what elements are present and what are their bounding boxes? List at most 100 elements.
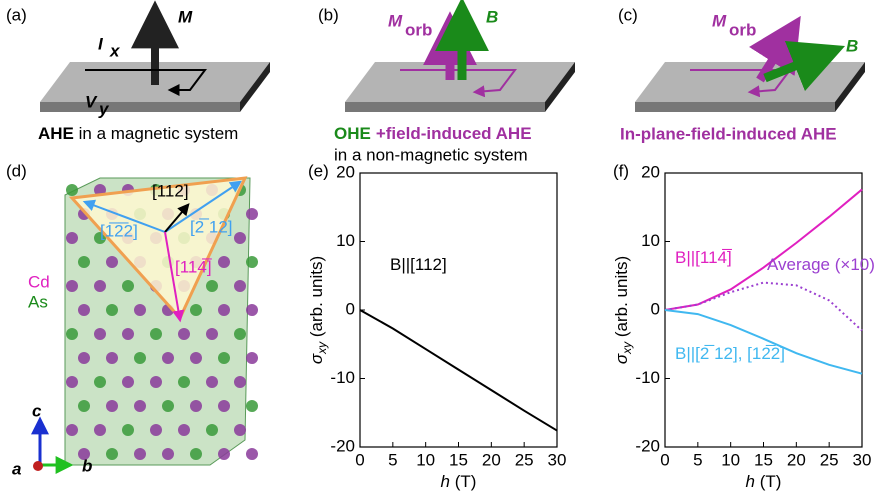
chart: (e)051015202530-20-1001020h (T)σxy (arb.…: [307, 161, 566, 491]
atom: [190, 352, 202, 364]
atom: [106, 352, 118, 364]
atom: [66, 232, 78, 244]
atom: [234, 424, 246, 436]
v-sub: y: [98, 99, 110, 118]
axis-a-label: a: [12, 459, 21, 478]
y-tick-label: -20: [635, 436, 660, 455]
atom: [190, 448, 202, 460]
atom: [246, 448, 258, 460]
chart: (f)051015202530-20-1001020h (T)σxy (arb.…: [612, 161, 874, 491]
dir: [114̅]: [175, 257, 212, 276]
atom: [246, 208, 258, 220]
atom: [66, 328, 78, 340]
atom: [218, 304, 230, 316]
atom: [162, 400, 174, 412]
x-tick-label: 0: [355, 450, 364, 469]
b: B: [486, 7, 498, 26]
series-line: [665, 283, 862, 331]
x-tick-label: 0: [660, 450, 669, 469]
atom: [78, 352, 90, 364]
atom: [178, 376, 190, 388]
y-tick-label: -20: [330, 436, 355, 455]
atom: [178, 328, 190, 340]
caption-line2: in a non-magnetic system: [334, 145, 528, 164]
annotation: B||[112]: [390, 255, 447, 274]
i: I: [98, 34, 104, 53]
x-tick-label: 30: [548, 450, 567, 469]
dir: [2̅ 12]: [190, 217, 233, 236]
series-label: Average (×10): [767, 255, 875, 274]
atom: [66, 184, 78, 196]
caption: In-plane-field-induced AHE: [620, 124, 837, 143]
atom: [122, 424, 134, 436]
panel-c: (c) M orb B In-plane-field-induced AHE: [618, 5, 865, 143]
atom: [206, 376, 218, 388]
atom: [218, 400, 230, 412]
atom: [134, 352, 146, 364]
x-label-unit: (T): [450, 472, 476, 491]
atom: [162, 448, 174, 460]
atom: [234, 376, 246, 388]
x-tick-label: 25: [820, 450, 839, 469]
atom: [106, 448, 118, 460]
x-tick-label: 15: [754, 450, 773, 469]
atom: [234, 328, 246, 340]
morb: M: [712, 11, 727, 30]
slab-side: [635, 102, 835, 112]
y-tick-label: 0: [346, 299, 355, 318]
caption: AHE in a magnetic system: [38, 124, 238, 143]
panel-label: (e): [308, 161, 329, 180]
cd-label: Cd: [28, 272, 50, 291]
series-label: B||[114̅]: [675, 248, 732, 267]
panel-label: (b): [318, 5, 339, 24]
atom: [106, 256, 118, 268]
atom: [78, 304, 90, 316]
atom: [94, 328, 106, 340]
atom: [218, 352, 230, 364]
atom: [122, 328, 134, 340]
slab-side: [40, 102, 240, 112]
x-label-var: h: [746, 472, 755, 491]
panel-label: (a): [6, 5, 27, 24]
atom: [134, 448, 146, 460]
i-sub: x: [109, 41, 121, 60]
axis-c-label: c: [32, 401, 42, 420]
x-label-var: h: [441, 472, 450, 491]
atom: [134, 400, 146, 412]
panel-d: (d) [112] [1̅2̅2] [2̅ 12] [114̅] Cd As c…: [6, 161, 258, 478]
atom: [234, 280, 246, 292]
x-axis-label: h (T): [441, 472, 477, 491]
charts: (e)051015202530-20-1001020h (T)σxy (arb.…: [307, 161, 874, 491]
atom: [218, 448, 230, 460]
atom: [66, 280, 78, 292]
atom: [178, 424, 190, 436]
series-line: [665, 310, 862, 374]
y-label-sub: xy: [620, 341, 634, 355]
panel-a: (a) M I x V y AHE in a magnetic system: [6, 5, 270, 143]
m: M: [178, 7, 193, 26]
y-axis-label: σxy (arb. units): [307, 256, 329, 364]
series-label: B||[2̅ 12], [12̅2]: [675, 344, 785, 363]
morb: M: [388, 11, 403, 30]
y-label-unit: (arb. units): [612, 256, 631, 342]
atom: [122, 376, 134, 388]
atom: [78, 400, 90, 412]
atom: [190, 304, 202, 316]
x-label-unit: (T): [755, 472, 781, 491]
x-tick-label: 30: [853, 450, 872, 469]
panel-label: (d): [6, 161, 27, 180]
caption-rest: in a magnetic system: [74, 124, 238, 143]
y-tick-label: 0: [651, 299, 660, 318]
plot-frame: [360, 173, 557, 447]
atom: [150, 424, 162, 436]
atom: [206, 328, 218, 340]
atom: [94, 424, 106, 436]
v: V: [85, 92, 98, 111]
atom: [246, 256, 258, 268]
x-tick-label: 10: [721, 450, 740, 469]
panel-b: (b) M orb B OHE+field-induced AHE in a n…: [318, 5, 575, 164]
x-tick-label: 15: [449, 450, 468, 469]
atom: [246, 352, 258, 364]
x-tick-label: 5: [693, 450, 702, 469]
y-tick-label: -10: [330, 368, 355, 387]
